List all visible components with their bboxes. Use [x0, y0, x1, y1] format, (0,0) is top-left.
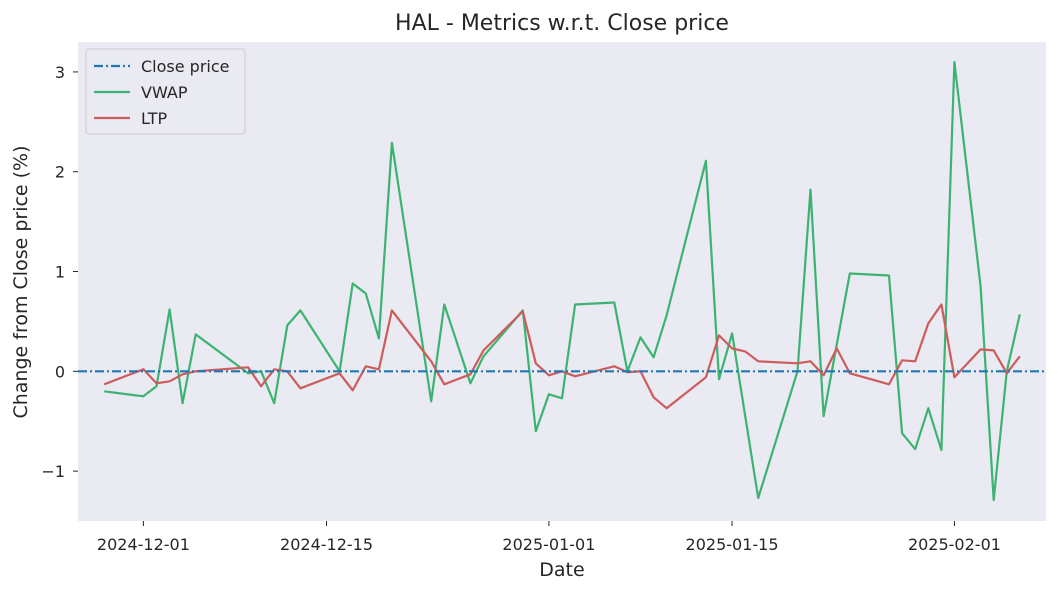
- x-tick-label: 2024-12-15: [280, 535, 373, 554]
- y-axis-label: Change from Close price (%): [10, 145, 32, 418]
- series-layer: [78, 60, 1046, 502]
- y-tick-label: 0: [55, 362, 65, 381]
- legend: Close price VWAP LTP: [85, 48, 246, 135]
- series-line-vwap: [104, 60, 1021, 502]
- x-axis-ticks: 2024-12-01 2024-12-15 2025-01-01 2025-01-15…: [97, 521, 1001, 554]
- y-tick-label: 3: [55, 63, 65, 82]
- x-tick-label: 2025-01-15: [686, 535, 779, 554]
- y-tick-label: 1: [55, 263, 65, 282]
- x-tick-label: 2024-12-01: [97, 535, 190, 554]
- y-axis-ticks: −1 0 1 2 3: [41, 63, 78, 481]
- chart-title: HAL - Metrics w.r.t. Close price: [395, 11, 729, 36]
- y-tick-label: −1: [41, 462, 65, 481]
- x-tick-label: 2025-02-01: [908, 535, 1001, 554]
- legend-box: [85, 48, 246, 135]
- x-axis-label: Date: [539, 559, 584, 581]
- y-tick-label: 2: [55, 163, 65, 182]
- legend-label-ltp: LTP: [141, 109, 167, 128]
- legend-label-vwap: VWAP: [141, 83, 188, 102]
- legend-label-close-price: Close price: [141, 57, 230, 76]
- x-tick-label: 2025-01-01: [502, 535, 595, 554]
